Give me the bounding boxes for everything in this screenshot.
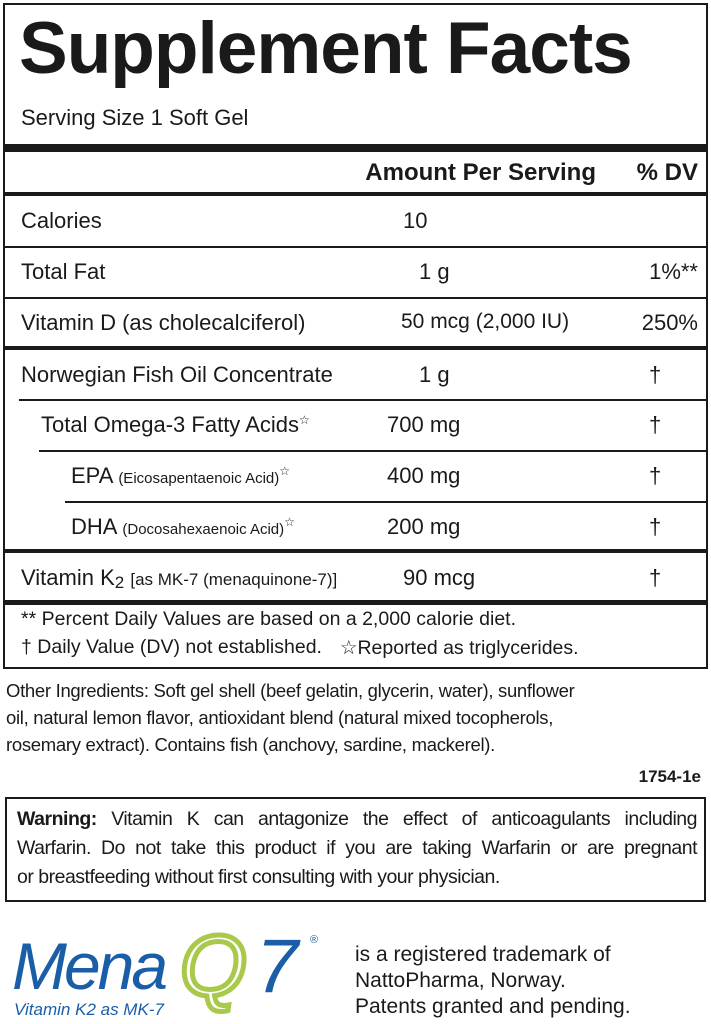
divider: [5, 600, 706, 605]
nutrient-name: Total Omega-3 Fatty Acids: [41, 412, 299, 437]
subscript: 2: [114, 573, 125, 592]
nutrient-amount: 10: [403, 208, 428, 233]
trademark-line: NattoPharma, Norway.: [355, 969, 566, 992]
panel-title: Supplement Facts: [19, 8, 633, 89]
divider: [5, 549, 706, 553]
nutrient-amount: 400 mg: [387, 463, 461, 488]
nutrient-row: Norwegian Fish Oil Concentrate 1 g †: [5, 350, 706, 400]
footnote-star: ☆Reported as triglycerides.: [339, 637, 579, 659]
divider: [65, 501, 706, 503]
other-ingredients-line: Other Ingredients: Soft gel shell (beef …: [6, 680, 575, 701]
nutrient-row: EPA (Eicosapentaenoic Acid)☆ 400 mg †: [5, 451, 706, 501]
nutrient-dv: 250%: [641, 310, 698, 335]
nutrient-name: Norwegian Fish Oil Concentrate: [21, 362, 333, 387]
nutrient-amount: 90 mcg: [403, 565, 476, 590]
divider: [5, 246, 706, 248]
other-ingredients-line: oil, natural lemon flavor, antioxidant b…: [6, 707, 554, 728]
trademark-line: Patents granted and pending.: [355, 995, 631, 1018]
nutrient-dv: †: [649, 412, 662, 437]
warning-text: Warfarin. Do not take this product if yo…: [17, 837, 698, 859]
divider: [19, 399, 706, 401]
other-ingredients-line: rosemary extract). Contains fish (anchov…: [6, 734, 495, 755]
logo-mena: Mena: [12, 929, 168, 1003]
nutrient-name: Vitamin D (as cholecalciferol): [21, 310, 306, 335]
nutrient-row: Vitamin D (as cholecalciferol) 50 mcg (2…: [5, 298, 706, 348]
logo-tagline: Vitamin K2 as MK-7: [14, 1000, 164, 1019]
nutrient-subname: [as MK-7 (menaquinone-7)]: [130, 570, 338, 589]
footnote-dv: ** Percent Daily Values are based on a 2…: [21, 608, 517, 630]
divider: [5, 297, 706, 299]
nutrient-name: Total Fat: [21, 259, 106, 284]
dv-header: % DV: [636, 159, 698, 186]
nutrient-amount: 1 g: [419, 259, 450, 284]
warning-text: Vitamin K can antagonize the effect of a…: [111, 808, 697, 830]
nutrient-dv: †: [649, 514, 662, 539]
warning-text: or breastfeeding without first consultin…: [17, 866, 500, 888]
nutrient-subname: (Docosahexaenoic Acid): [122, 521, 285, 538]
divider: [5, 346, 706, 350]
nutrient-name: Vitamin K: [21, 565, 115, 590]
star-mark: ☆: [299, 413, 310, 427]
star-mark: ☆: [284, 515, 295, 529]
divider: [39, 450, 706, 452]
serving-size: Serving Size 1 Soft Gel: [21, 105, 249, 130]
nutrient-name: EPA: [71, 463, 113, 488]
footnote-dagger: † Daily Value (DV) not established.: [21, 636, 322, 658]
nutrient-amount: 50 mcg (2,000 IU): [401, 310, 570, 333]
nutrient-row: Calories 10: [5, 196, 706, 246]
nutrient-amount: 1 g: [419, 362, 450, 387]
amount-header: Amount Per Serving: [365, 159, 596, 186]
nutrient-dv: 1%**: [649, 259, 698, 284]
logo-q: Q: [178, 918, 250, 1014]
menaq7-logo: Mena Q 7 ® Vitamin K2 as MK-7: [12, 921, 332, 1020]
thick-divider: [5, 144, 706, 152]
nutrient-dv: †: [649, 362, 662, 387]
nutrient-row: DHA (Docosahexaenoic Acid)☆ 200 mg †: [5, 502, 706, 552]
nutrient-dv: †: [649, 463, 662, 488]
trademark-line: is a registered trademark of: [355, 943, 611, 966]
nutrient-amount: 700 mg: [387, 412, 461, 437]
nutrient-name: Calories: [21, 208, 102, 233]
nutrient-amount: 200 mg: [387, 514, 461, 539]
logo-7: 7: [256, 924, 299, 1009]
nutrient-row: Vitamin K2 [as MK-7 (menaquinone-7)] 90 …: [5, 553, 706, 603]
nutrient-subname: (Eicosapentaenoic Acid): [118, 470, 280, 487]
nutrient-dv: †: [649, 565, 662, 590]
nutrient-name: DHA: [71, 514, 117, 539]
nutrient-row: Total Omega-3 Fatty Acids☆ 700 mg †: [5, 400, 706, 450]
warning-box: Warning: Vitamin K can antagonize the ef…: [5, 797, 706, 902]
footnote-line: † Daily Value (DV) not established. ☆Rep…: [21, 636, 579, 660]
supplement-facts-panel: Supplement Facts Serving Size 1 Soft Gel…: [3, 3, 708, 669]
registered-mark: ®: [310, 934, 319, 946]
star-mark: ☆: [279, 464, 291, 478]
divider: [5, 192, 706, 196]
nutrient-row: Total Fat 1 g 1%**: [5, 247, 706, 297]
warning-label: Warning:: [17, 808, 97, 830]
product-code: 1754-1e: [638, 767, 701, 786]
